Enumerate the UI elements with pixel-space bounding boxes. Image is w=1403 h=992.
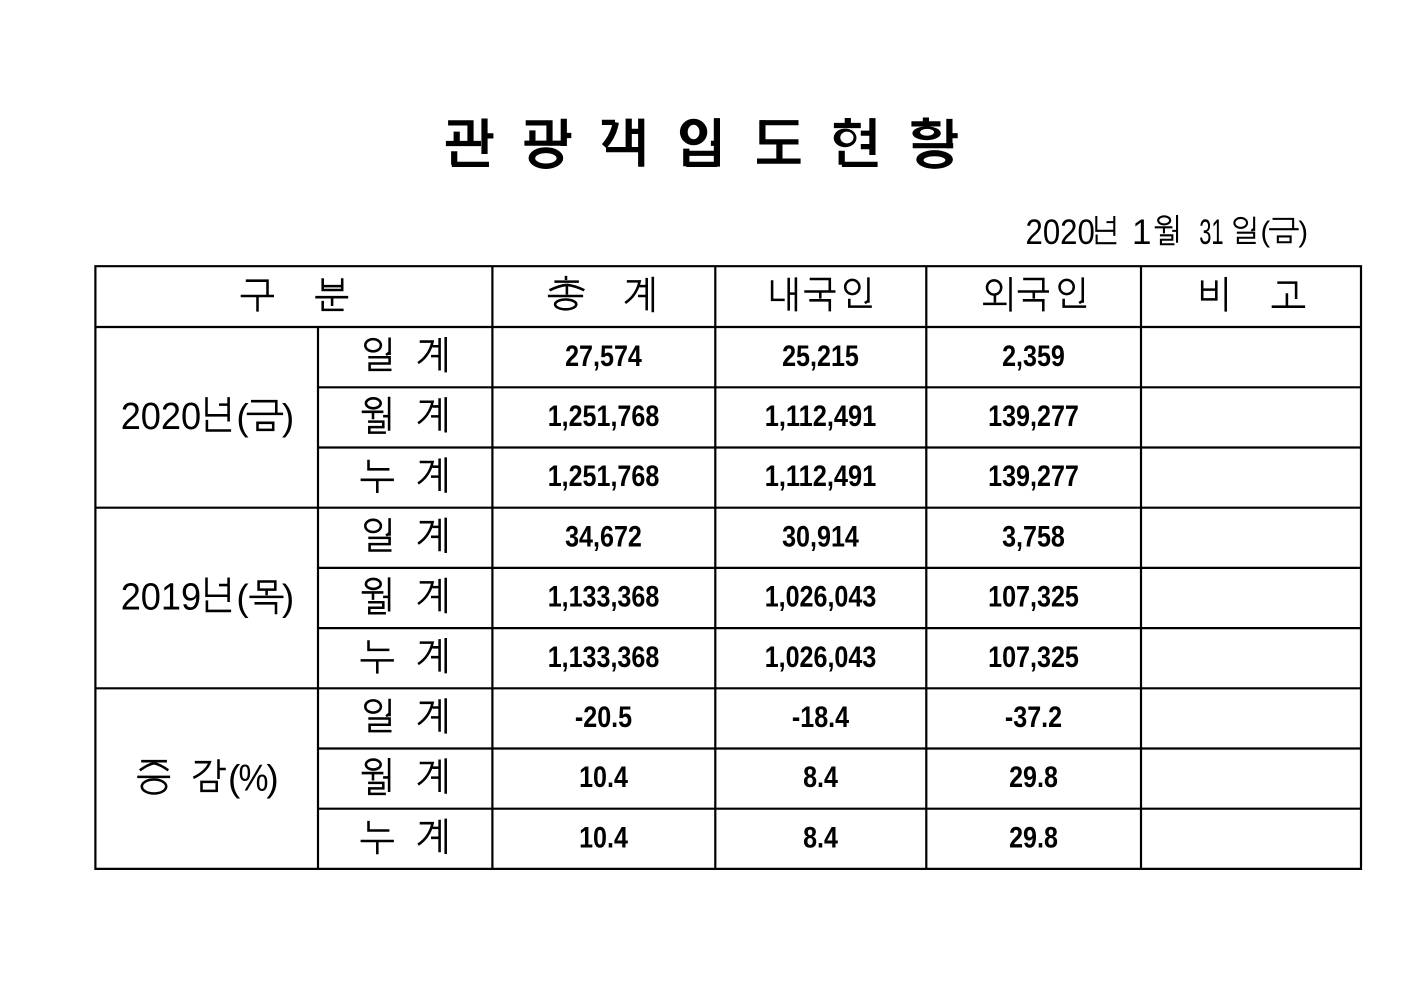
- svg-text:107,325: 107,325: [988, 641, 1079, 674]
- svg-text:): ): [282, 397, 294, 438]
- svg-text:(: (: [1260, 216, 1270, 248]
- svg-text:1,026,043: 1,026,043: [765, 641, 877, 674]
- svg-text:): ): [1298, 216, 1308, 248]
- svg-text:8.4: 8.4: [803, 821, 838, 854]
- svg-text:1,251,768: 1,251,768: [548, 460, 660, 493]
- svg-text:34,672: 34,672: [565, 520, 642, 553]
- svg-text:139,277: 139,277: [988, 400, 1079, 433]
- svg-text:30,914: 30,914: [782, 520, 859, 553]
- svg-text:29.8: 29.8: [1009, 821, 1058, 854]
- svg-text:): ): [266, 758, 278, 799]
- svg-text:2020: 2020: [1026, 213, 1095, 252]
- svg-text:%: %: [239, 758, 269, 800]
- svg-text:107,325: 107,325: [988, 581, 1079, 614]
- svg-text:1: 1: [1132, 213, 1151, 252]
- svg-text:2019: 2019: [121, 577, 202, 619]
- svg-text:8.4: 8.4: [803, 761, 838, 794]
- svg-text:29.8: 29.8: [1009, 761, 1058, 794]
- svg-text:1,112,491: 1,112,491: [765, 400, 877, 433]
- svg-text:31: 31: [1199, 213, 1223, 252]
- svg-text:25,215: 25,215: [782, 340, 859, 373]
- svg-text:-20.5: -20.5: [575, 701, 632, 734]
- svg-text:): ): [282, 578, 294, 619]
- svg-text:-37.2: -37.2: [1005, 701, 1062, 734]
- svg-text:3,758: 3,758: [1002, 520, 1065, 553]
- svg-text:1,133,368: 1,133,368: [548, 641, 660, 674]
- svg-text:2020: 2020: [121, 396, 202, 438]
- svg-text:10.4: 10.4: [579, 761, 628, 794]
- svg-text:10.4: 10.4: [579, 821, 628, 854]
- svg-text:(: (: [236, 397, 249, 438]
- svg-text:(: (: [228, 758, 241, 799]
- svg-text:1,133,368: 1,133,368: [548, 581, 660, 614]
- svg-text:2,359: 2,359: [1002, 340, 1065, 373]
- svg-text:1,026,043: 1,026,043: [765, 581, 877, 614]
- svg-text:(: (: [236, 578, 249, 619]
- svg-text:139,277: 139,277: [988, 460, 1079, 493]
- svg-text:-18.4: -18.4: [792, 701, 850, 734]
- svg-text:1,112,491: 1,112,491: [765, 460, 877, 493]
- svg-text:1,251,768: 1,251,768: [548, 400, 660, 433]
- svg-text:27,574: 27,574: [565, 340, 642, 373]
